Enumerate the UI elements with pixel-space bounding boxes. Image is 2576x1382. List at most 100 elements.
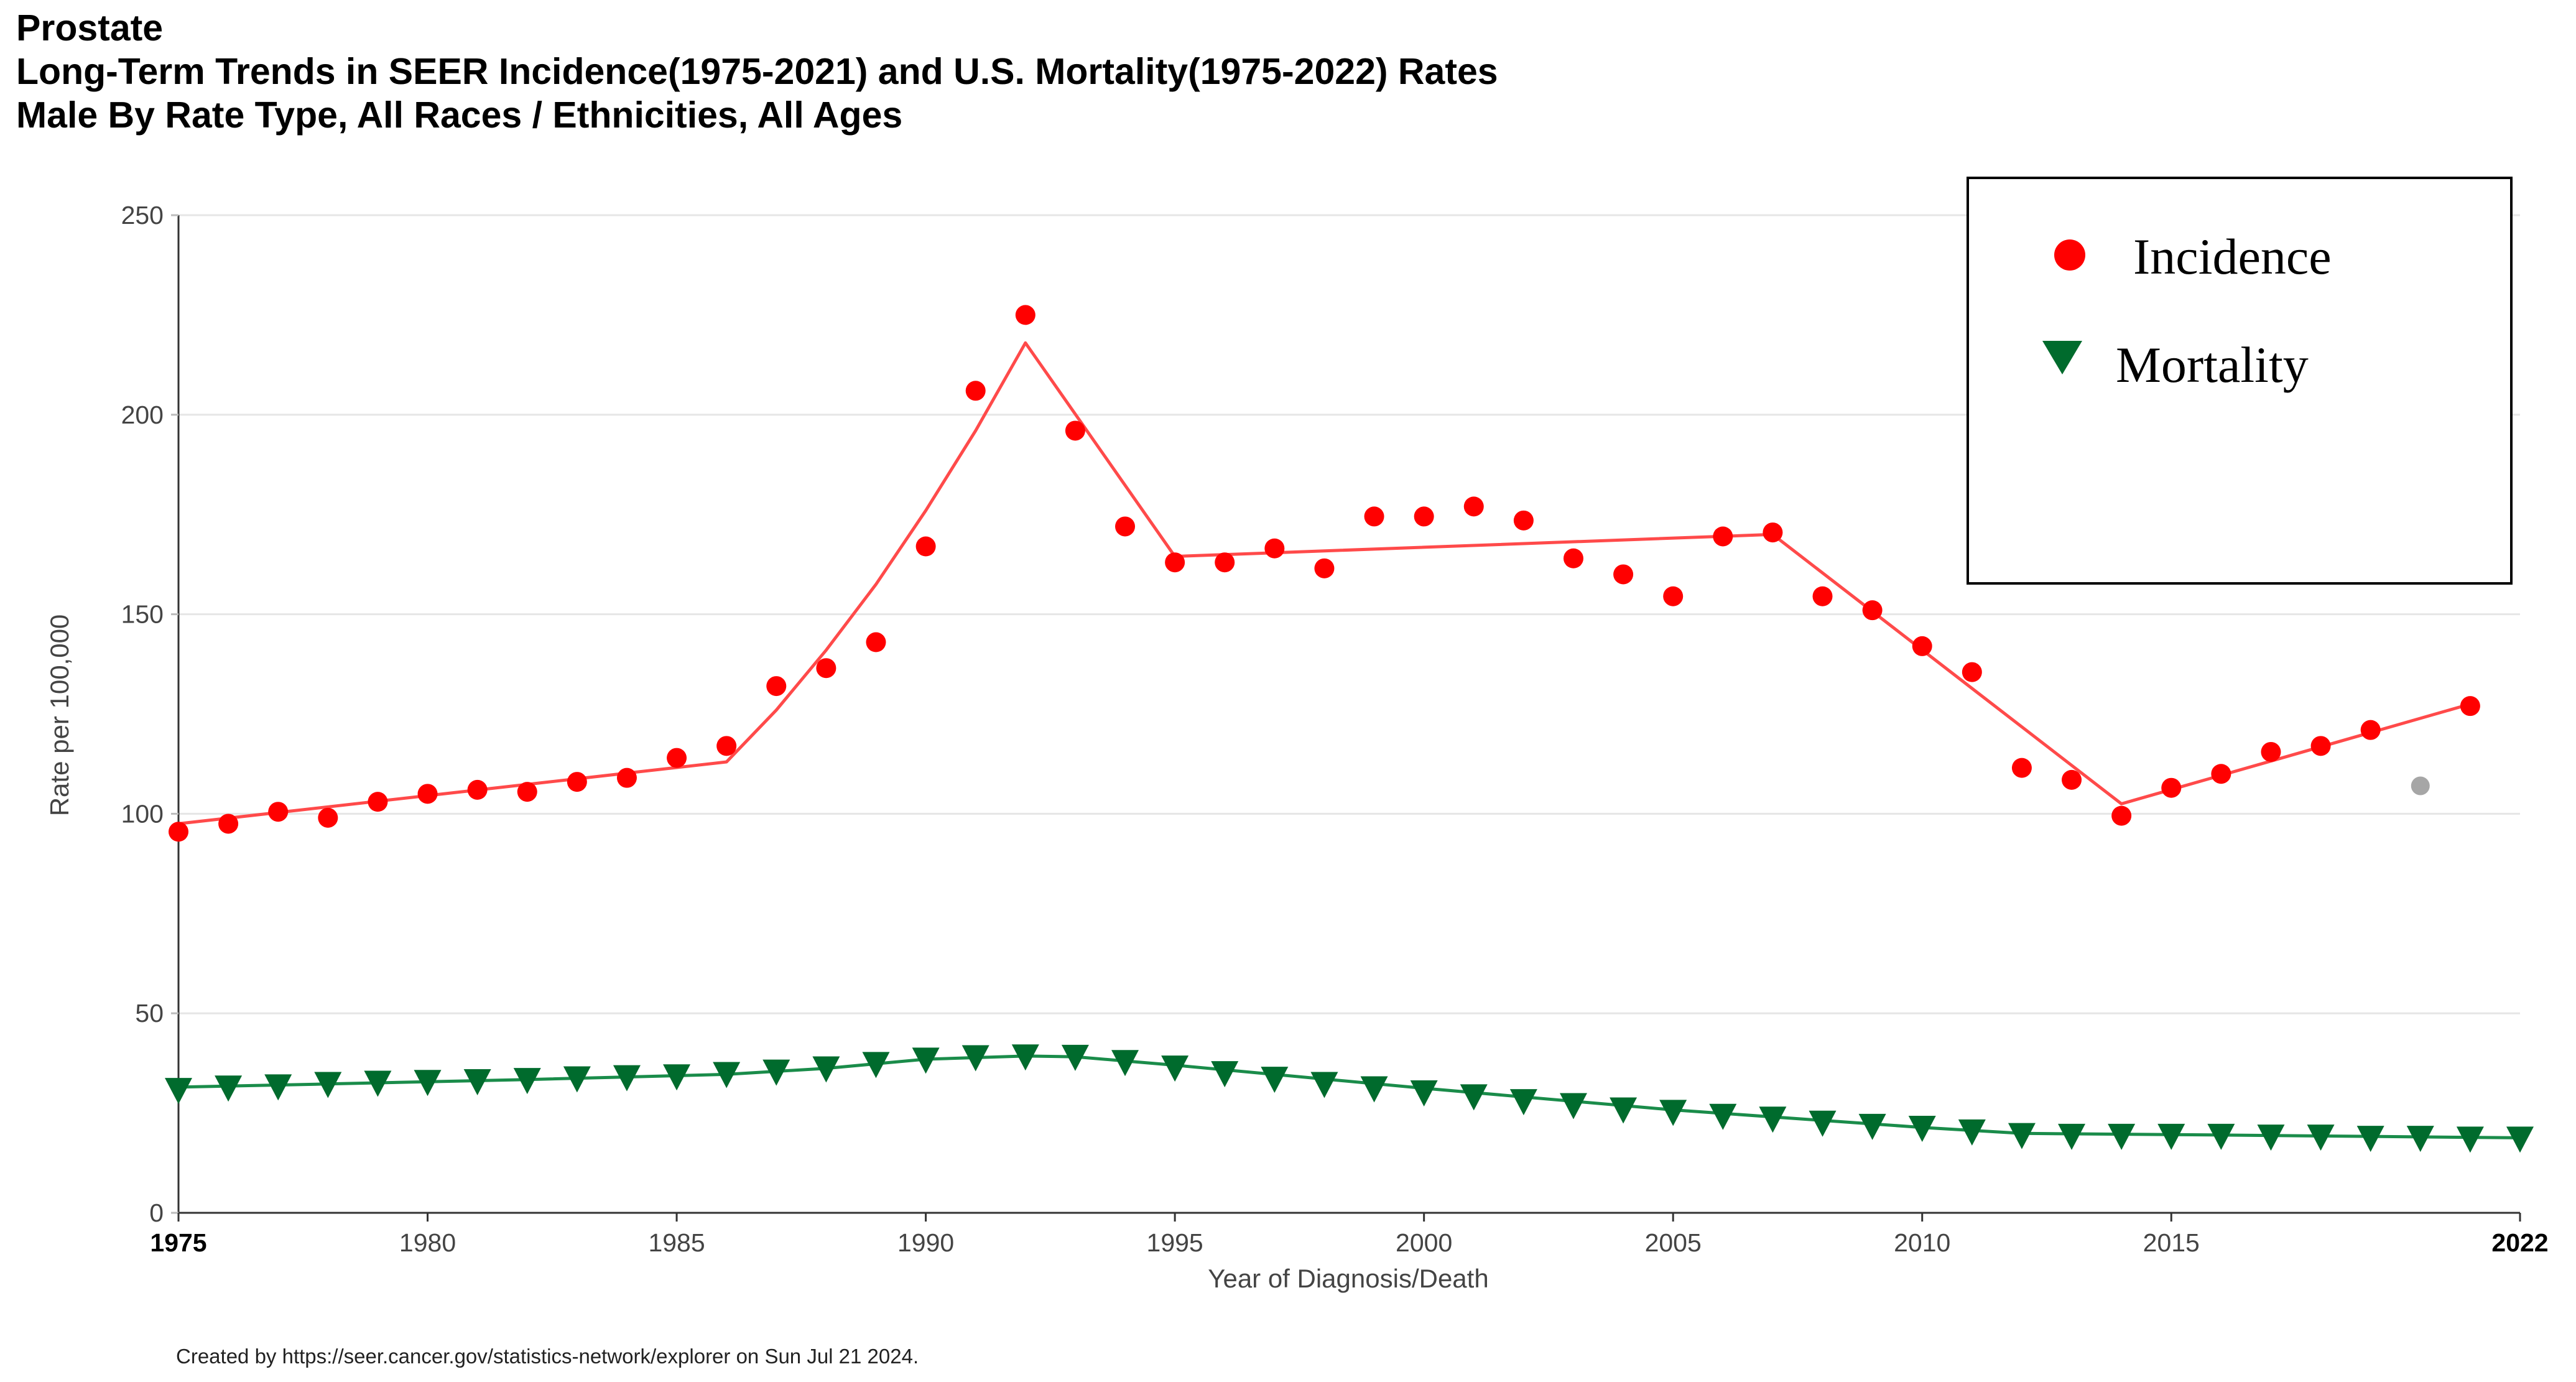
x-tick-label: 2010 <box>1894 1228 1950 1257</box>
incidence-point <box>1812 586 1833 606</box>
legend-incidence-label: Incidence <box>2133 228 2332 285</box>
incidence-point <box>2310 736 2331 756</box>
incidence-point <box>1763 522 1783 543</box>
incidence-point <box>1862 600 1883 621</box>
incidence-point <box>1414 506 1434 527</box>
legend-mortality-label: Mortality <box>2116 336 2309 393</box>
incidence-point <box>1513 510 1534 531</box>
incidence-point <box>2211 764 2231 784</box>
legend-incidence-marker <box>2054 239 2085 271</box>
mortality-point <box>364 1070 392 1097</box>
incidence-point <box>517 782 537 802</box>
incidence-point <box>1463 496 1484 517</box>
incidence-point <box>1563 548 1583 568</box>
chart-subtitle-1: Long-Term Trends in SEER Incidence(1975-… <box>16 51 1498 92</box>
mortality-point <box>2008 1123 2036 1149</box>
mortality-point <box>314 1072 342 1098</box>
mortality-point <box>165 1078 192 1105</box>
y-tick-label: 0 <box>149 1199 164 1227</box>
incidence-point <box>2062 769 2082 790</box>
chart-title: Prostate <box>16 7 163 49</box>
incidence-point <box>1314 558 1335 578</box>
mortality-point <box>1809 1110 1837 1137</box>
incidence-point <box>467 779 488 800</box>
mortality-point <box>1310 1072 1338 1098</box>
incidence-point <box>1962 662 1982 682</box>
mortality-point <box>1908 1116 1936 1143</box>
mortality-point <box>2108 1123 2136 1150</box>
credit-text: Created by https://seer.cancer.gov/stati… <box>176 1345 919 1368</box>
incidence-point <box>1165 552 1185 573</box>
mortality-point <box>663 1064 691 1091</box>
incidence-point <box>716 736 737 756</box>
incidence-point <box>2261 741 2281 762</box>
mortality-point <box>513 1068 541 1095</box>
x-tick-label: 1975 <box>150 1228 206 1257</box>
incidence-point <box>965 381 986 401</box>
mortality-point <box>563 1066 591 1093</box>
x-tick-label: 1980 <box>399 1228 456 1257</box>
incidence-point <box>1015 305 1035 325</box>
incidence-point <box>1663 586 1684 606</box>
incidence-point <box>2161 777 2182 798</box>
incidence-point <box>417 784 438 804</box>
incidence-point <box>2011 758 2032 778</box>
y-axis-title: Rate per 100,000 <box>45 614 74 817</box>
grid-lines <box>178 214 2520 1014</box>
x-tick-label: 1990 <box>897 1228 954 1257</box>
mortality-point <box>1460 1084 1488 1111</box>
legend: Incidence Mortality <box>1967 177 2513 585</box>
incidence-point <box>1115 516 1136 537</box>
y-tick-label: 100 <box>121 799 164 828</box>
mortality-point <box>2307 1125 2335 1151</box>
mortality-point <box>1709 1103 1737 1130</box>
incidence-point <box>667 748 687 768</box>
incidence-point <box>1613 564 1634 585</box>
mortality-point <box>1858 1113 1886 1140</box>
mortality-point <box>1211 1061 1239 1088</box>
mortality-point <box>613 1065 641 1092</box>
incidence-trend-line <box>178 341 2471 825</box>
incidence-point <box>268 802 289 822</box>
incidence-point <box>1215 552 1235 573</box>
mortality-point <box>1958 1119 1986 1146</box>
mortality-point <box>2356 1126 2384 1152</box>
mortality-point <box>961 1045 989 1072</box>
mortality-point <box>1410 1080 1438 1106</box>
mortality-point <box>862 1052 890 1078</box>
mortality-point <box>215 1075 243 1102</box>
mortality-point <box>264 1074 292 1101</box>
mortality-point <box>1509 1089 1537 1116</box>
mortality-point <box>1261 1067 1289 1093</box>
x-axis-title: Year of Diagnosis/Death <box>1208 1264 1488 1293</box>
mortality-point <box>414 1070 442 1097</box>
mortality-point <box>1061 1044 1089 1071</box>
mortality-point <box>1111 1050 1139 1077</box>
incidence-point <box>866 632 886 652</box>
x-tick-label: 2005 <box>1645 1228 1702 1257</box>
incidence-point <box>616 768 637 788</box>
incidence-point <box>218 814 239 834</box>
x-tick-label: 1985 <box>648 1228 705 1257</box>
mortality-point <box>2506 1126 2534 1153</box>
y-axis-ticks: 0 50 100 150 200 250 <box>121 201 178 1227</box>
x-axis-ticks: 1975 1980 1985 1990 1995 2000 2005 2010 2015 2022 <box>150 1213 2549 1257</box>
incidence-point <box>1364 506 1384 527</box>
axes <box>177 215 2520 1214</box>
incidence-point <box>1713 526 1733 547</box>
incidence-point <box>2111 805 2132 826</box>
x-tick-label: 2015 <box>2143 1228 2200 1257</box>
incidence-point <box>766 676 787 697</box>
mortality-point <box>812 1056 840 1083</box>
y-tick-label: 50 <box>135 999 164 1027</box>
mortality-point <box>1759 1106 1787 1133</box>
x-tick-label: 1995 <box>1147 1228 1203 1257</box>
incidence-point <box>368 792 388 812</box>
incidence-point <box>816 658 836 679</box>
incidence-point <box>1912 636 1932 656</box>
chart-subtitle-2: Male By Rate Type, All Races / Ethniciti… <box>16 95 902 136</box>
mortality-point <box>762 1059 790 1086</box>
mortality-point <box>1559 1093 1587 1120</box>
incidence-point <box>915 536 936 557</box>
